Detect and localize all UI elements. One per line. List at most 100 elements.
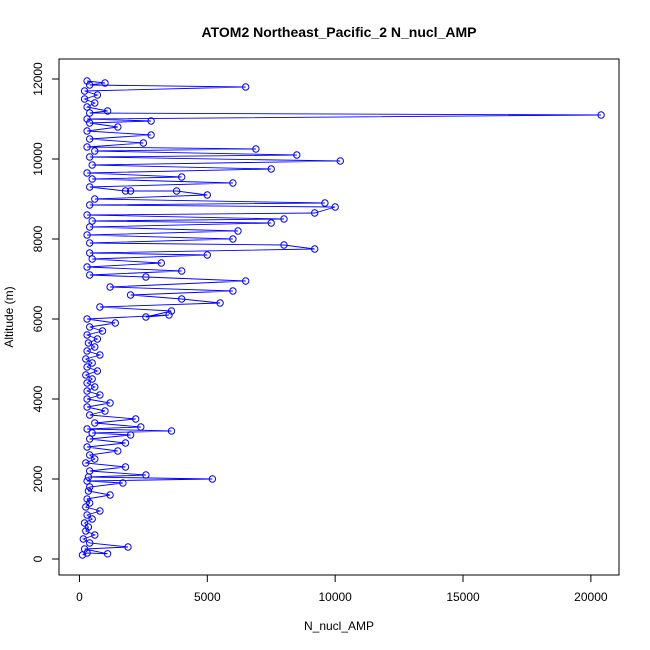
- y-tick-label: 4000: [31, 385, 45, 412]
- data-point: [106, 491, 114, 499]
- data-point: [111, 319, 120, 327]
- data-point: [88, 255, 96, 263]
- data-point: [83, 425, 91, 433]
- data-point: [147, 131, 155, 139]
- data-point: [203, 191, 212, 199]
- y-tick-label: 10000: [31, 142, 45, 176]
- data-point: [86, 135, 94, 143]
- data-point: [126, 431, 135, 439]
- data-point: [86, 223, 94, 231]
- data-point: [82, 459, 90, 467]
- data-point: [86, 539, 94, 547]
- data-point: [252, 145, 260, 153]
- data-point: [101, 407, 109, 415]
- y-tick-label: 6000: [31, 305, 45, 332]
- data-point: [86, 109, 94, 117]
- data-point: [79, 535, 88, 543]
- data-point: [84, 487, 93, 495]
- data-point: [83, 477, 91, 485]
- data-point: [178, 267, 186, 275]
- data-point: [147, 117, 155, 125]
- data-point: [126, 291, 135, 299]
- data-point: [80, 87, 89, 95]
- data-point: [86, 201, 94, 209]
- data-point: [167, 427, 176, 435]
- data-point: [86, 119, 94, 127]
- data-point: [86, 435, 94, 443]
- data-point: [80, 519, 89, 527]
- y-tick-label: 0: [31, 555, 45, 562]
- x-axis: 0 5000 10000 15000 20000: [76, 574, 608, 604]
- data-point: [96, 303, 104, 311]
- data-point: [139, 139, 148, 147]
- data-point: [132, 415, 140, 423]
- data-point: [280, 241, 288, 249]
- data-point: [86, 323, 94, 331]
- data-point: [267, 165, 275, 173]
- data-point: [83, 395, 91, 403]
- data-point: [178, 295, 186, 303]
- data-point: [137, 423, 145, 431]
- data-point: [208, 475, 217, 483]
- data-point: [86, 249, 94, 257]
- data-point: [119, 479, 127, 487]
- data-point: [597, 111, 605, 119]
- data-point: [80, 95, 89, 103]
- data-point: [91, 419, 99, 427]
- data-point: [172, 187, 181, 195]
- data-point: [98, 327, 107, 335]
- data-layer: [78, 77, 605, 559]
- data-point: [86, 451, 94, 459]
- data-point: [82, 527, 90, 535]
- data-point: [91, 383, 99, 391]
- data-point: [88, 515, 96, 523]
- data-point: [83, 143, 91, 151]
- y-tick-label: 12000: [31, 62, 45, 96]
- data-point: [83, 363, 91, 371]
- data-point: [84, 339, 93, 347]
- data-point: [88, 217, 96, 225]
- y-tick-label: 2000: [31, 465, 45, 492]
- data-point: [83, 495, 91, 503]
- x-tick-label: 10000: [318, 590, 352, 604]
- data-point: [83, 403, 91, 411]
- chart-title: ATOM2 Northeast_Pacific_2 N_nucl_AMP: [202, 24, 477, 40]
- data-point: [83, 331, 91, 339]
- data-point: [121, 463, 130, 471]
- data-point: [165, 311, 173, 319]
- data-point: [83, 103, 91, 111]
- data-point: [229, 235, 237, 243]
- data-point: [83, 443, 91, 451]
- data-point: [91, 195, 99, 203]
- data-point: [331, 203, 339, 211]
- data-point: [121, 439, 130, 447]
- data-point: [114, 123, 122, 131]
- data-point: [142, 273, 150, 281]
- data-point: [93, 335, 102, 343]
- data-point: [229, 179, 237, 187]
- x-tick-label: 15000: [446, 590, 480, 604]
- data-point: [336, 157, 344, 165]
- data-point: [86, 153, 94, 161]
- data-point: [106, 399, 114, 407]
- data-point: [91, 99, 99, 107]
- data-point: [82, 503, 90, 511]
- data-point: [142, 313, 150, 321]
- data-point: [88, 175, 96, 183]
- data-point: [86, 483, 94, 491]
- data-point: [83, 263, 91, 271]
- data-point: [96, 507, 104, 515]
- x-tick-label: 5000: [194, 590, 221, 604]
- data-point: [83, 115, 91, 123]
- data-point: [121, 187, 130, 195]
- data-point: [157, 259, 166, 267]
- data-point: [293, 151, 301, 159]
- data-point: [82, 355, 90, 363]
- data-point: [91, 455, 99, 463]
- data-point: [142, 471, 150, 479]
- data-point: [203, 251, 212, 259]
- x-tick-label: 0: [76, 590, 83, 604]
- data-point: [83, 511, 91, 519]
